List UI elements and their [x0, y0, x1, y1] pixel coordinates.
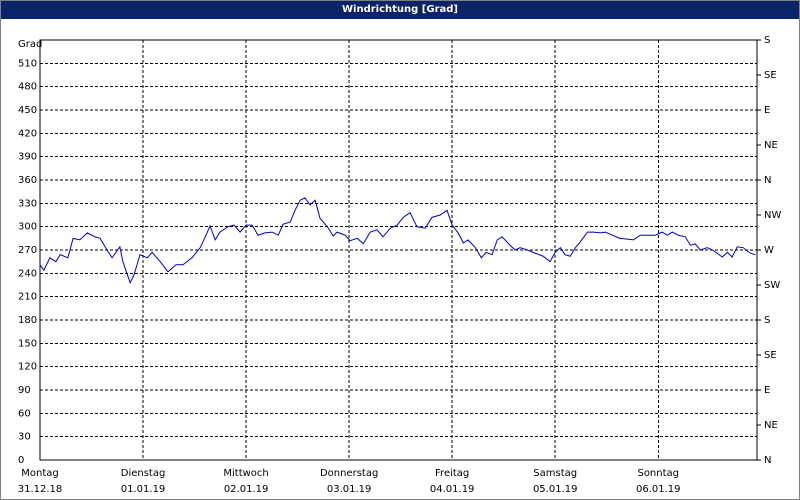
x-tick-label: Donnerstag [320, 468, 378, 479]
y-tick-label: 180 [18, 315, 37, 326]
x-tick-label: Mittwoch [223, 468, 268, 479]
y2-tick-label: SW [764, 280, 780, 291]
y-tick-label: 90 [18, 385, 31, 396]
y-tick-label: 330 [18, 198, 37, 209]
y-tick-label: 210 [18, 292, 37, 303]
title-bar: Windrichtung [Grad] [1, 1, 799, 19]
y-tick-label: 240 [18, 268, 37, 279]
y2-tick-label: SE [764, 350, 777, 361]
y-tick-label: 120 [18, 362, 37, 373]
x-tick-sublabel: 03.01.19 [327, 484, 372, 495]
data-line [39, 197, 756, 284]
y-tick-label: 0 [18, 455, 24, 466]
x-tick-sublabel: 06.01.19 [636, 484, 681, 495]
y2-tick-label: E [764, 385, 770, 396]
y-tick-label: 60 [18, 408, 31, 419]
y-tick-label: 390 [18, 152, 37, 163]
y2-tick-label: NE [764, 140, 778, 151]
x-tick-sublabel: 04.01.19 [430, 484, 475, 495]
y-tick-label: 510 [18, 58, 37, 69]
y-tick-label: 420 [18, 128, 37, 139]
y2-tick-label: S [764, 35, 770, 46]
y-tick-label: 480 [18, 82, 37, 93]
x-tick-label: Freitag [435, 468, 469, 479]
y2-tick-label: N [764, 455, 771, 466]
y-tick-label: 150 [18, 338, 37, 349]
y-tick-label: 450 [18, 105, 37, 116]
x-tick-sublabel: 05.01.19 [533, 484, 578, 495]
x-tick-label: Sonntag [637, 468, 679, 479]
y2-tick-label: E [764, 105, 770, 116]
y-tick-label: 360 [18, 175, 37, 186]
x-tick-label: Dienstag [121, 468, 166, 479]
x-tick-sublabel: 02.01.19 [224, 484, 269, 495]
x-tick-sublabel: 31.12.18 [18, 484, 63, 495]
y2-tick-label: N [764, 175, 771, 186]
y-tick-label: 300 [18, 222, 37, 233]
x-tick-label: Samstag [533, 468, 577, 479]
y2-tick-label: NE [764, 420, 778, 431]
y-axis-label: Grad [18, 39, 42, 50]
plot-frame [39, 39, 758, 461]
y2-tick-label: NW [764, 210, 781, 221]
x-tick-label: Montag [21, 468, 58, 479]
y2-tick-label: SE [764, 70, 777, 81]
y2-tick-label: S [764, 315, 770, 326]
y-tick-label: 270 [18, 245, 37, 256]
y2-tick-label: W [764, 245, 774, 256]
x-tick-sublabel: 01.01.19 [121, 484, 166, 495]
y-tick-label: 30 [18, 432, 31, 443]
